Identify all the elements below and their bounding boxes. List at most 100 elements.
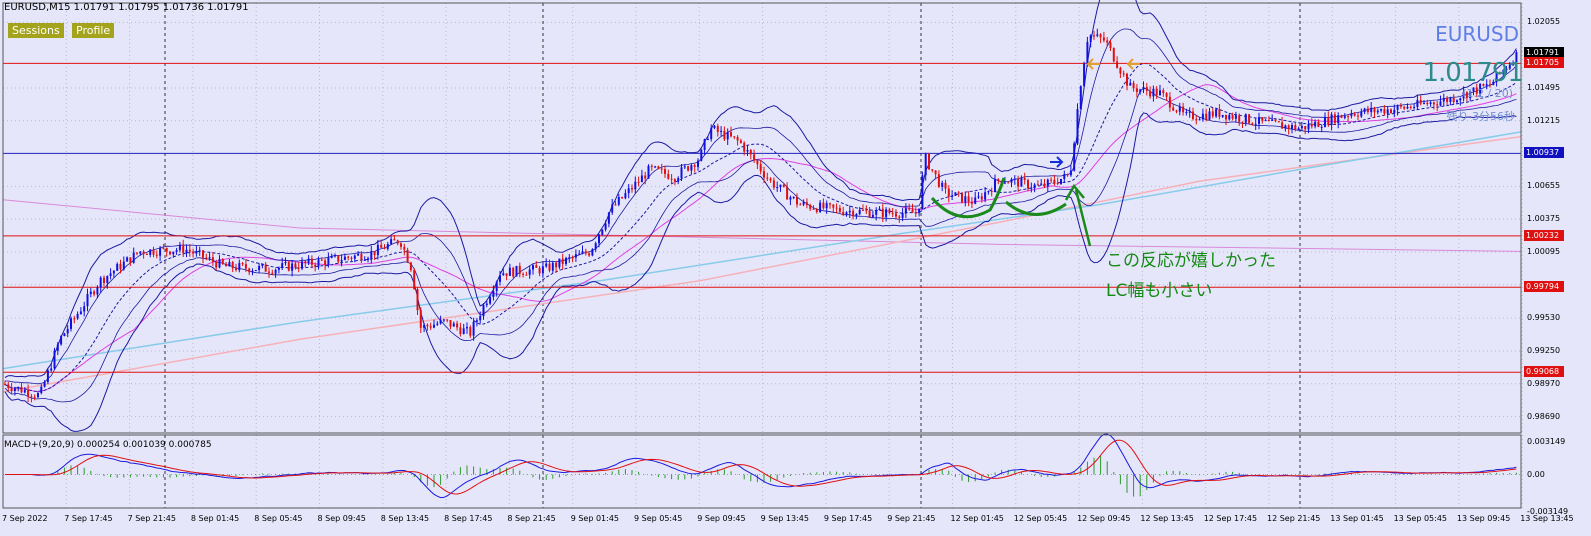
candle-body: [1320, 126, 1323, 128]
candle-body: [703, 139, 706, 150]
candle-body: [343, 256, 346, 261]
candle-body: [852, 210, 855, 217]
candle-body: [548, 263, 551, 271]
candle-body: [1485, 84, 1488, 86]
candle-body: [944, 182, 947, 189]
candle-body: [868, 210, 871, 218]
bb-mid-line: [4, 62, 1517, 392]
candle-body: [947, 188, 950, 197]
price-axis-label: 1.00095: [1527, 247, 1561, 256]
candle-body: [175, 250, 178, 252]
candle-body: [1218, 109, 1221, 117]
candle-body: [1366, 108, 1369, 113]
candle-body: [284, 262, 287, 264]
candle-body: [525, 274, 528, 276]
ma-50-line: [4, 84, 1517, 392]
candle-body: [1195, 119, 1198, 121]
candle-body: [677, 178, 680, 182]
candle-body: [743, 142, 746, 152]
candle-body: [1129, 82, 1132, 86]
candle-body: [730, 132, 732, 137]
time-axis-label: 12 Sep 21:45: [1267, 514, 1321, 523]
blue-arrow-marker: [1050, 156, 1064, 168]
candle-body: [373, 251, 376, 256]
candle-body: [63, 333, 66, 337]
candle-body: [423, 324, 426, 328]
candle-body: [1281, 122, 1284, 129]
candle-body: [683, 166, 686, 168]
candle-body: [274, 269, 277, 274]
candle-body: [17, 386, 20, 389]
candle-body: [1043, 183, 1046, 187]
candle-body: [449, 320, 452, 327]
candle-body: [1324, 117, 1326, 127]
candle-body: [244, 264, 247, 269]
bar-timer: 残り 3分56秒: [1446, 110, 1516, 123]
candle-body: [621, 197, 624, 199]
candle-body: [673, 179, 676, 182]
candle-body: [169, 251, 171, 255]
candle-body: [172, 251, 175, 255]
candle-body: [558, 258, 561, 268]
moving-averages: [2, 84, 1522, 393]
candle-body: [1304, 126, 1307, 130]
candle-body: [753, 154, 756, 161]
candle-body: [93, 291, 96, 295]
candle-body: [1036, 184, 1039, 186]
macd-axis-label: 0.00: [1527, 469, 1545, 479]
candle-body: [112, 270, 115, 274]
candle-body: [1142, 87, 1145, 90]
candle-body: [426, 324, 429, 327]
candle-body: [1083, 63, 1086, 87]
candle-body: [228, 262, 231, 267]
candle-body: [1254, 123, 1257, 125]
candle-body: [951, 195, 954, 197]
candle-body: [690, 165, 693, 171]
candle-body: [1188, 111, 1191, 113]
candle-body: [756, 160, 759, 165]
candle-body: [1413, 106, 1416, 108]
annotation-line-1: この反応が嬉しかった: [1106, 251, 1276, 271]
time-axis-label: 9 Sep 05:45: [634, 514, 683, 523]
candle-body: [1145, 87, 1148, 91]
candle-body: [574, 254, 577, 258]
candle-body: [551, 262, 554, 271]
candle-body: [1046, 179, 1049, 187]
candle-body: [588, 253, 591, 256]
candle-body: [89, 291, 92, 295]
candle-body: [1515, 52, 1518, 65]
candle-body: [452, 323, 455, 327]
candle-body: [591, 249, 594, 256]
time-axis-label: 7 Sep 2022: [2, 514, 48, 523]
candle-body: [202, 250, 204, 258]
current-price-display: 1.01791: [1422, 58, 1524, 88]
candle-body: [231, 262, 234, 269]
candle-body: [1234, 115, 1237, 119]
candle-body: [132, 252, 135, 263]
main-plot-frame: [2, 2, 1522, 434]
candle-body: [918, 208, 921, 214]
symbol-label: EURUSD: [1435, 22, 1519, 46]
candle-body: [1373, 107, 1376, 113]
candle-body: [1267, 119, 1270, 121]
candle-body: [330, 256, 333, 258]
profile-button[interactable]: Profile: [72, 23, 115, 38]
candle-body: [195, 251, 198, 254]
candle-body: [733, 136, 736, 138]
candlesticks: [4, 28, 1518, 403]
candle-body: [776, 187, 779, 189]
macd-line: [5, 433, 1517, 499]
candle-body: [462, 328, 465, 335]
candle-body: [433, 324, 435, 328]
candle-body: [1300, 126, 1303, 129]
candle-body: [43, 382, 46, 387]
candle-body: [429, 326, 432, 328]
candle-body: [654, 166, 657, 168]
candle-body: [1112, 48, 1115, 62]
candle-body: [413, 270, 416, 290]
candle-body: [46, 370, 49, 383]
sessions-button[interactable]: Sessions: [8, 23, 64, 38]
candle-body: [380, 244, 383, 248]
